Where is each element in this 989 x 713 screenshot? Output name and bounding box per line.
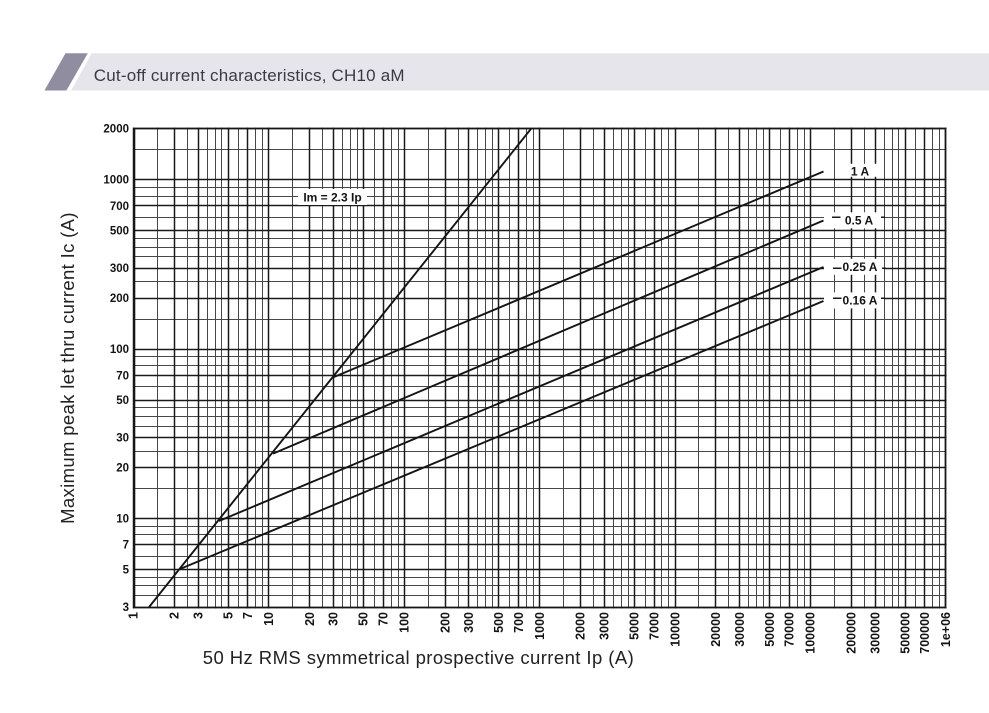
svg-text:100: 100 — [110, 344, 129, 356]
svg-text:20: 20 — [303, 612, 317, 626]
svg-text:2000: 2000 — [103, 124, 129, 136]
svg-text:70000: 70000 — [783, 612, 797, 647]
svg-text:5: 5 — [221, 612, 235, 619]
svg-text:2: 2 — [168, 612, 182, 619]
svg-text:0.16 A: 0.16 A — [843, 294, 878, 308]
svg-text:2000: 2000 — [574, 612, 588, 640]
svg-text:700000: 700000 — [918, 612, 932, 654]
svg-text:300: 300 — [110, 263, 129, 275]
svg-text:700: 700 — [512, 612, 526, 633]
svg-text:300: 300 — [462, 612, 476, 633]
svg-text:7: 7 — [241, 612, 255, 619]
svg-text:Maximum peak let thru current: Maximum peak let thru current Ic (A) — [57, 212, 78, 524]
svg-text:70: 70 — [116, 370, 129, 382]
svg-text:1: 1 — [127, 612, 141, 619]
svg-text:1000: 1000 — [103, 175, 129, 187]
svg-text:500: 500 — [110, 226, 129, 238]
svg-text:10000: 10000 — [668, 612, 682, 647]
svg-text:100: 100 — [398, 612, 412, 633]
svg-text:1000: 1000 — [533, 612, 547, 640]
svg-text:1e+06: 1e+06 — [939, 612, 953, 647]
svg-text:50: 50 — [116, 395, 129, 407]
svg-text:7000: 7000 — [647, 612, 661, 640]
svg-text:3: 3 — [191, 612, 205, 619]
svg-text:30000: 30000 — [733, 612, 747, 647]
svg-text:700: 700 — [110, 201, 129, 213]
svg-text:Im = 2.3 Ip: Im = 2.3 Ip — [303, 191, 361, 205]
svg-text:20: 20 — [116, 462, 129, 474]
svg-text:3000: 3000 — [598, 612, 612, 640]
svg-text:7: 7 — [123, 540, 129, 552]
svg-text:0.25 A: 0.25 A — [843, 260, 878, 274]
svg-text:200000: 200000 — [845, 612, 859, 654]
svg-text:50000: 50000 — [763, 612, 777, 647]
svg-text:20000: 20000 — [709, 612, 723, 647]
svg-text:50 Hz RMS symmetrical prospect: 50 Hz RMS symmetrical prospective curren… — [203, 647, 634, 668]
svg-text:5000: 5000 — [628, 612, 642, 640]
svg-text:300000: 300000 — [868, 612, 882, 654]
svg-text:1 A: 1 A — [851, 165, 870, 179]
svg-text:3: 3 — [123, 602, 129, 614]
svg-text:0.5 A: 0.5 A — [845, 214, 874, 228]
svg-text:70: 70 — [377, 612, 391, 626]
svg-text:100000: 100000 — [804, 612, 818, 654]
svg-text:50: 50 — [357, 612, 371, 626]
svg-text:200: 200 — [110, 293, 129, 305]
svg-text:500000: 500000 — [898, 612, 912, 654]
svg-text:5: 5 — [123, 564, 130, 576]
svg-text:Cut-off current characteristic: Cut-off current characteristics, CH10 aM — [94, 66, 405, 85]
svg-text:10: 10 — [262, 612, 276, 626]
svg-text:500: 500 — [492, 612, 506, 633]
svg-text:10: 10 — [116, 513, 129, 525]
svg-text:200: 200 — [438, 612, 452, 633]
svg-text:30: 30 — [327, 612, 341, 626]
svg-text:30: 30 — [116, 433, 129, 445]
